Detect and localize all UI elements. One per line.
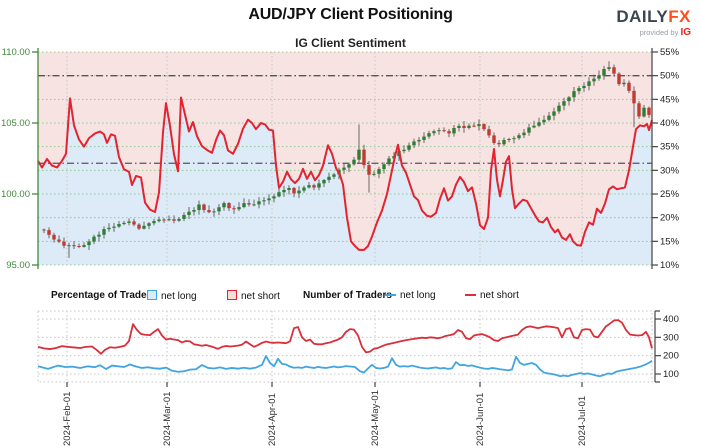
dailyfx-brand: DAΙLYFX [616, 7, 691, 26]
legend-percent-net-short: net short [227, 290, 280, 302]
net-short-line-swatch [465, 294, 476, 296]
svg-text:45%: 45% [660, 94, 680, 105]
legend-number-net-short: net short [465, 290, 519, 301]
legend-number-net-long: net long [385, 290, 436, 301]
main-chart: 110.00 105.00 100.00 95.00 55% 50% 45% 40% 35% 30… [1, 47, 680, 271]
price-axis: 110.00 105.00 100.00 95.00 [1, 47, 39, 271]
svg-text:95.00: 95.00 [6, 260, 30, 271]
svg-text:35%: 35% [660, 142, 680, 153]
svg-text:200: 200 [663, 351, 679, 362]
count-axis: 400 300 200 100 [654, 310, 679, 383]
legend-percentage-header: Percentage of Traders [51, 290, 157, 301]
svg-text:100.00: 100.00 [1, 189, 30, 200]
sentiment-axis: 55% 50% 45% 40% 35% 30% 25% 20% 15% 10% [651, 47, 680, 271]
date-axis: 2024-Feb-01 2024-Mar-01 2024-Apr-01 2024-Ma… [62, 382, 588, 446]
bottom-chart: 400 300 200 100 2024-Feb-01 2024-Mar-01 2024-A… [37, 310, 679, 446]
svg-text:2024-Feb-01: 2024-Feb-01 [62, 392, 73, 446]
svg-text:300: 300 [663, 332, 679, 343]
legend-percent-net-long: net long [147, 290, 197, 302]
candlestick-series [42, 61, 651, 258]
svg-text:400: 400 [663, 314, 679, 325]
net-short-count-line [37, 319, 653, 355]
dailyfx-logo: DAΙLYFX provided by IG [616, 8, 691, 38]
svg-text:2024-Apr-01: 2024-Apr-01 [267, 393, 278, 446]
net-long-line-swatch [385, 294, 396, 296]
ig-logo: IG [680, 27, 691, 38]
legend-number-header: Number of Traders [303, 290, 392, 301]
svg-text:15%: 15% [660, 236, 680, 247]
svg-text:2024-May-01: 2024-May-01 [370, 390, 381, 446]
svg-text:105.00: 105.00 [1, 118, 30, 129]
net-short-percent-line [37, 96, 653, 251]
reference-lines [38, 75, 652, 164]
svg-text:2024-Mar-01: 2024-Mar-01 [162, 392, 173, 446]
net-long-count-line [37, 355, 653, 378]
svg-text:20%: 20% [660, 213, 680, 224]
svg-text:100: 100 [663, 369, 679, 380]
net-long-box-swatch [147, 290, 157, 300]
svg-text:50%: 50% [660, 71, 680, 82]
svg-text:25%: 25% [660, 189, 680, 200]
net-short-box-swatch [227, 290, 237, 300]
svg-text:2024-Jul-01: 2024-Jul-01 [577, 396, 588, 446]
page-title: AUD/JPY Client Positioning [248, 6, 453, 23]
svg-text:10%: 10% [660, 260, 680, 271]
svg-text:55%: 55% [660, 47, 680, 58]
svg-text:2024-Jun-01: 2024-Jun-01 [475, 393, 486, 446]
svg-text:110.00: 110.00 [2, 47, 30, 58]
svg-text:40%: 40% [660, 118, 680, 129]
svg-text:30%: 30% [660, 165, 680, 176]
chart-legend: Percentage of Traders net long net short… [0, 289, 701, 305]
provided-by: provided by IG [639, 27, 691, 38]
chart-subtitle: IG Client Sentiment [295, 36, 406, 50]
